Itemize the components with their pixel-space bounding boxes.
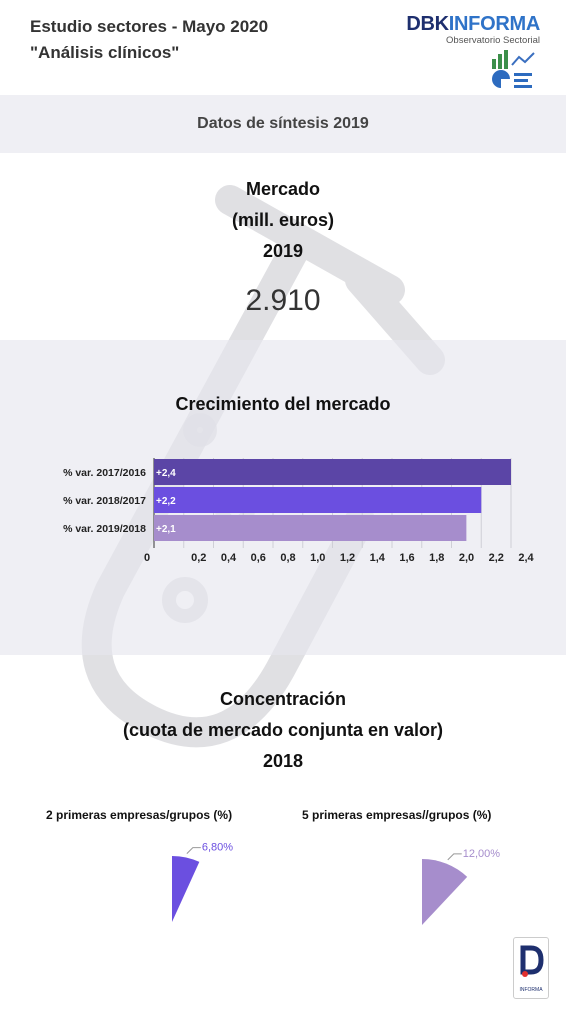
report-title: Estudio sectores - Mayo 2020 "Análisis c…	[30, 14, 268, 66]
market-heading: Mercado (mill. euros) 2019	[0, 174, 566, 267]
pie-leader-line	[186, 847, 201, 854]
report-title-line2: "Análisis clínicos"	[30, 43, 180, 62]
x-tick-label: 1,8	[429, 552, 444, 564]
x-tick-label: 0	[144, 552, 150, 564]
x-tick-label: 1,4	[370, 552, 386, 564]
market-heading-line3: 2019	[262, 241, 304, 261]
concentration-heading: Concentración (cuota de mercado conjunta…	[0, 684, 566, 777]
growth-title: Crecimiento del mercado	[175, 394, 391, 414]
synthesis-band	[0, 95, 566, 153]
bar	[154, 459, 511, 485]
logo-dbk-text: DBK	[406, 13, 449, 35]
report-title-line1: Estudio sectores - Mayo 2020	[30, 17, 269, 36]
category-label: % var. 2019/2018	[63, 523, 146, 535]
x-tick-label: 0,8	[280, 552, 295, 564]
pie-data-label: 12,00%	[463, 848, 501, 860]
bar-data-label: +2,1	[156, 524, 176, 535]
corner-logo-text: INFORMA	[519, 987, 543, 993]
bar	[154, 487, 482, 513]
x-tick-label: 2,2	[489, 552, 504, 564]
bar-data-label: +2,2	[156, 496, 176, 507]
concentration-heading-line3: 2018	[262, 751, 304, 771]
pie2-title: 5 primeras empresas//grupos (%)	[302, 808, 492, 822]
pie-leader-line	[447, 853, 462, 861]
informa-d-logo-icon: INFORMA	[519, 945, 544, 993]
category-label: % var. 2017/2016	[63, 467, 146, 479]
x-tick-label: 2,4	[518, 552, 534, 564]
x-tick-label: 0,2	[191, 552, 206, 564]
concentration-heading-line2: (cuota de mercado conjunta en valor)	[122, 720, 444, 740]
pie1-title: 2 primeras empresas/grupos (%)	[46, 808, 233, 822]
growth-bar-chart: 0 0,2 0,4 0,6 0,8 1,0 1,2 1,4 1,6 1,8 2,0 2,2 2,4 +2,…	[63, 458, 535, 564]
x-tick-label: 0,4	[221, 552, 237, 564]
logo-informa-text: INFORMA	[448, 13, 541, 35]
x-tick-label: 1,0	[310, 552, 325, 564]
x-tick-label: 2,0	[459, 552, 474, 564]
x-tick-label: 1,2	[340, 552, 355, 564]
informa-corner-logo: INFORMA	[513, 937, 549, 999]
market-heading-line1: Mercado	[245, 179, 321, 199]
dbk-informa-logo: DBKINFORMA Observatorio Sectorial	[406, 14, 540, 100]
category-label: % var. 2018/2017	[63, 495, 146, 507]
concentration-heading-line1: Concentración	[219, 689, 347, 709]
pie-slice	[172, 856, 200, 922]
market-value: 2.910	[245, 284, 321, 317]
x-tick-label: 1,6	[399, 552, 414, 564]
logo-subtitle: Observatorio Sectorial	[446, 35, 540, 46]
synthesis-title: Datos de síntesis 2019	[197, 115, 369, 132]
analytics-chart-icon	[492, 50, 535, 88]
bar	[154, 515, 467, 541]
bar-data-label: +2,4	[156, 468, 176, 479]
market-heading-line2: (mill. euros)	[231, 210, 334, 230]
x-tick-label: 0,6	[251, 552, 266, 564]
pie-slice	[422, 859, 468, 925]
pie-data-label: 6,80%	[202, 842, 233, 854]
